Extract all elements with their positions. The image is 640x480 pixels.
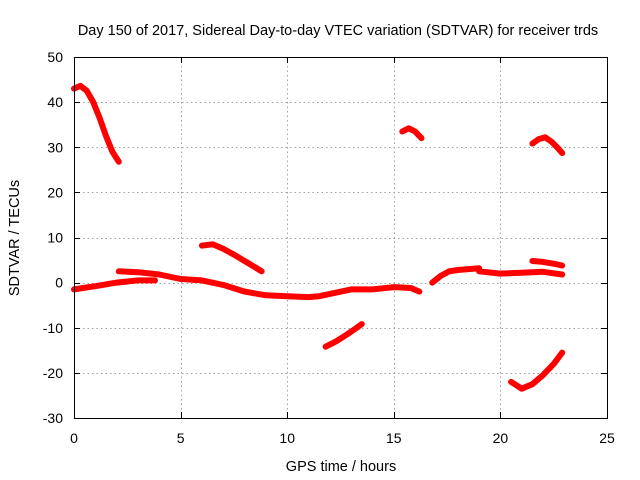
x-tick-label: 20 bbox=[493, 430, 509, 446]
series-line-arc-6 bbox=[508, 349, 566, 392]
x-axis-title: GPS time / hours bbox=[286, 459, 396, 475]
x-tick-labels: 0 5 10 15 20 25 bbox=[70, 430, 615, 446]
y-tick-label: 40 bbox=[47, 94, 63, 110]
series-line-arc-4 bbox=[198, 241, 265, 275]
chart-title: Day 150 of 2017, Sidereal Day-to-day VTE… bbox=[78, 23, 598, 39]
data-series bbox=[71, 82, 566, 392]
x-tick-label: 15 bbox=[386, 430, 402, 446]
series-line-arc-8 bbox=[115, 268, 423, 301]
series-line-arc-2 bbox=[399, 125, 425, 142]
x-tick-label: 0 bbox=[70, 430, 78, 446]
series-line-arc-9 bbox=[429, 265, 483, 286]
y-axis-title: SDTVAR / TECUs bbox=[7, 180, 23, 296]
y-tick-label: -30 bbox=[43, 410, 63, 426]
x-tick-label: 25 bbox=[599, 430, 615, 446]
y-tick-label: 50 bbox=[47, 49, 63, 65]
series-line-arc-1 bbox=[71, 82, 122, 165]
axis-ticks bbox=[74, 57, 608, 419]
x-tick-label: 5 bbox=[177, 430, 185, 446]
y-tick-labels: -30 -20 -10 0 10 20 30 40 50 bbox=[43, 49, 63, 426]
y-tick-label: 10 bbox=[47, 230, 63, 246]
y-tick-label: 20 bbox=[47, 184, 63, 200]
grid bbox=[74, 57, 607, 418]
y-tick-label: 0 bbox=[55, 275, 63, 291]
series-line-arc-7 bbox=[71, 277, 158, 293]
y-tick-label: 30 bbox=[47, 139, 63, 155]
series-line-arc-11 bbox=[529, 258, 566, 269]
y-tick-label: -10 bbox=[43, 320, 63, 336]
series-line-arc-5 bbox=[322, 321, 365, 350]
series-line-arc-3 bbox=[529, 134, 566, 157]
x-tick-label: 10 bbox=[279, 430, 295, 446]
series-line-arc-10 bbox=[476, 268, 566, 278]
y-tick-label: -20 bbox=[43, 365, 63, 381]
